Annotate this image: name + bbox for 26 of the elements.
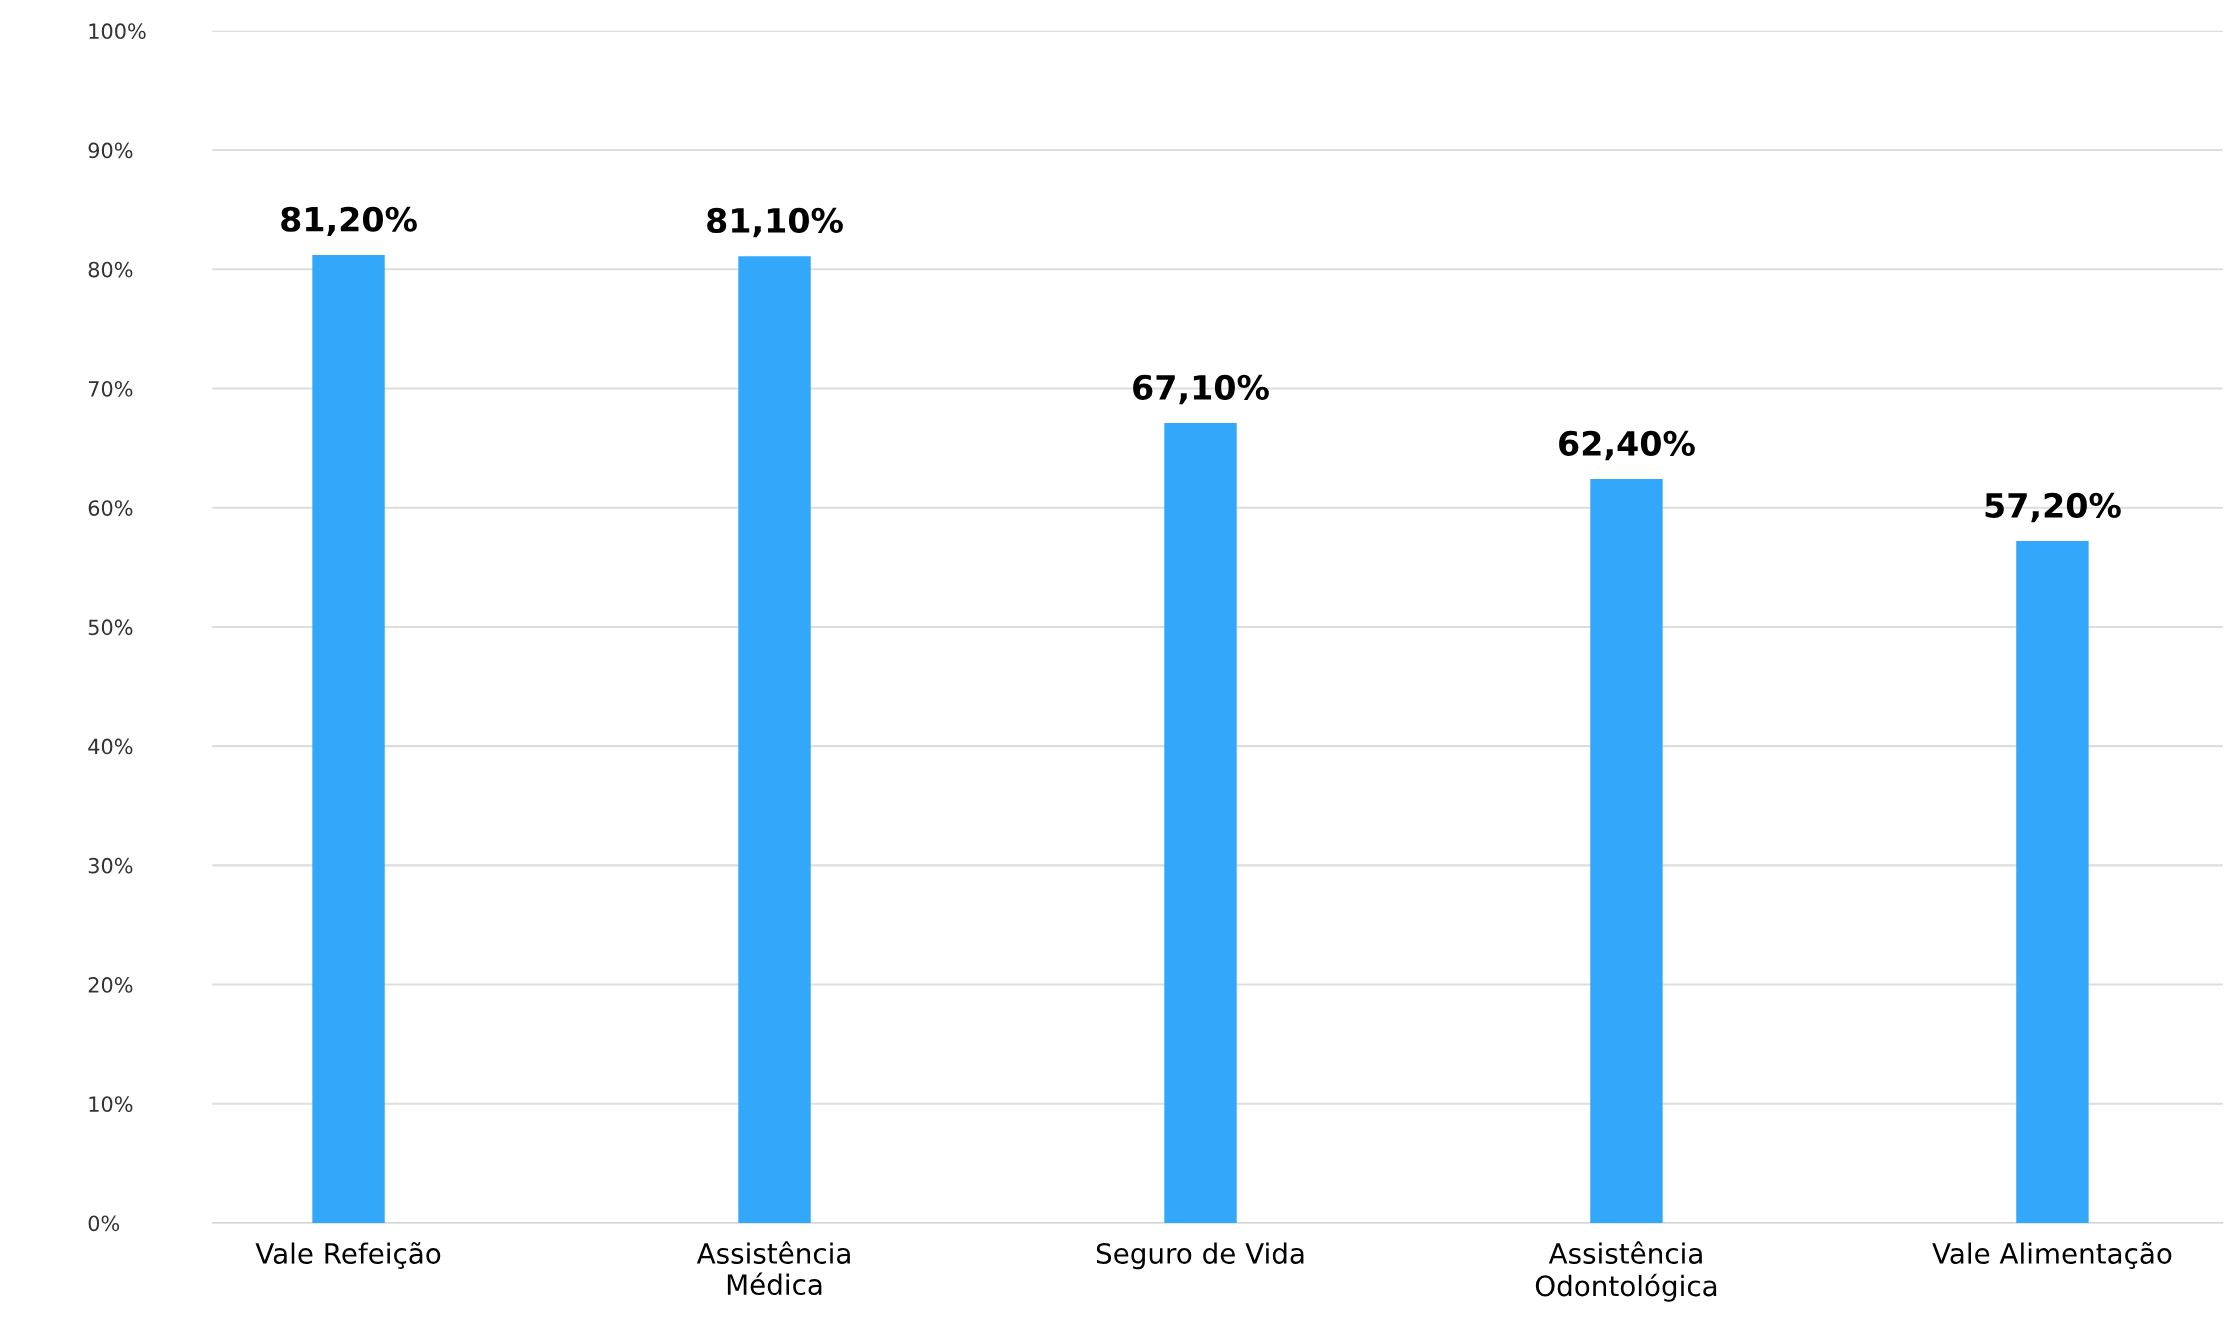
bar	[1590, 479, 1663, 1223]
y-tick-label: 50%	[88, 619, 133, 636]
y-tick-label: 100%	[89, 23, 146, 40]
y-tick-label: 20%	[88, 977, 133, 993]
x-tick-label: Seguro de Vida	[1096, 1242, 1304, 1270]
x-tick-label: Vale Refeição	[255, 1242, 441, 1269]
y-tick-label: 30%	[88, 857, 133, 874]
data-label: 67,10%	[1133, 374, 1269, 405]
data-label: 81,20%	[281, 206, 417, 237]
x-tick-label: Assistência Odontológica	[1535, 1241, 1717, 1302]
data-label: 62,40%	[1559, 430, 1695, 461]
data-label: 57,20%	[1985, 492, 2121, 523]
y-tick-label: 70%	[88, 380, 133, 397]
data-label: 81,10%	[707, 207, 843, 238]
bar	[738, 256, 811, 1223]
y-tick-label: 10%	[89, 1096, 133, 1112]
bar	[2016, 541, 2089, 1223]
bar	[1164, 423, 1237, 1223]
x-tick-label: Vale Alimentação	[1932, 1242, 2172, 1269]
y-tick-label: 40%	[88, 738, 133, 755]
y-tick-label: 80%	[88, 261, 133, 278]
bar	[312, 254, 385, 1223]
x-tick-label: Assistência Médica	[696, 1241, 850, 1296]
y-tick-label: 60%	[88, 500, 133, 516]
y-tick-label: 90%	[88, 142, 133, 159]
y-tick-label: 0%	[88, 1215, 120, 1232]
